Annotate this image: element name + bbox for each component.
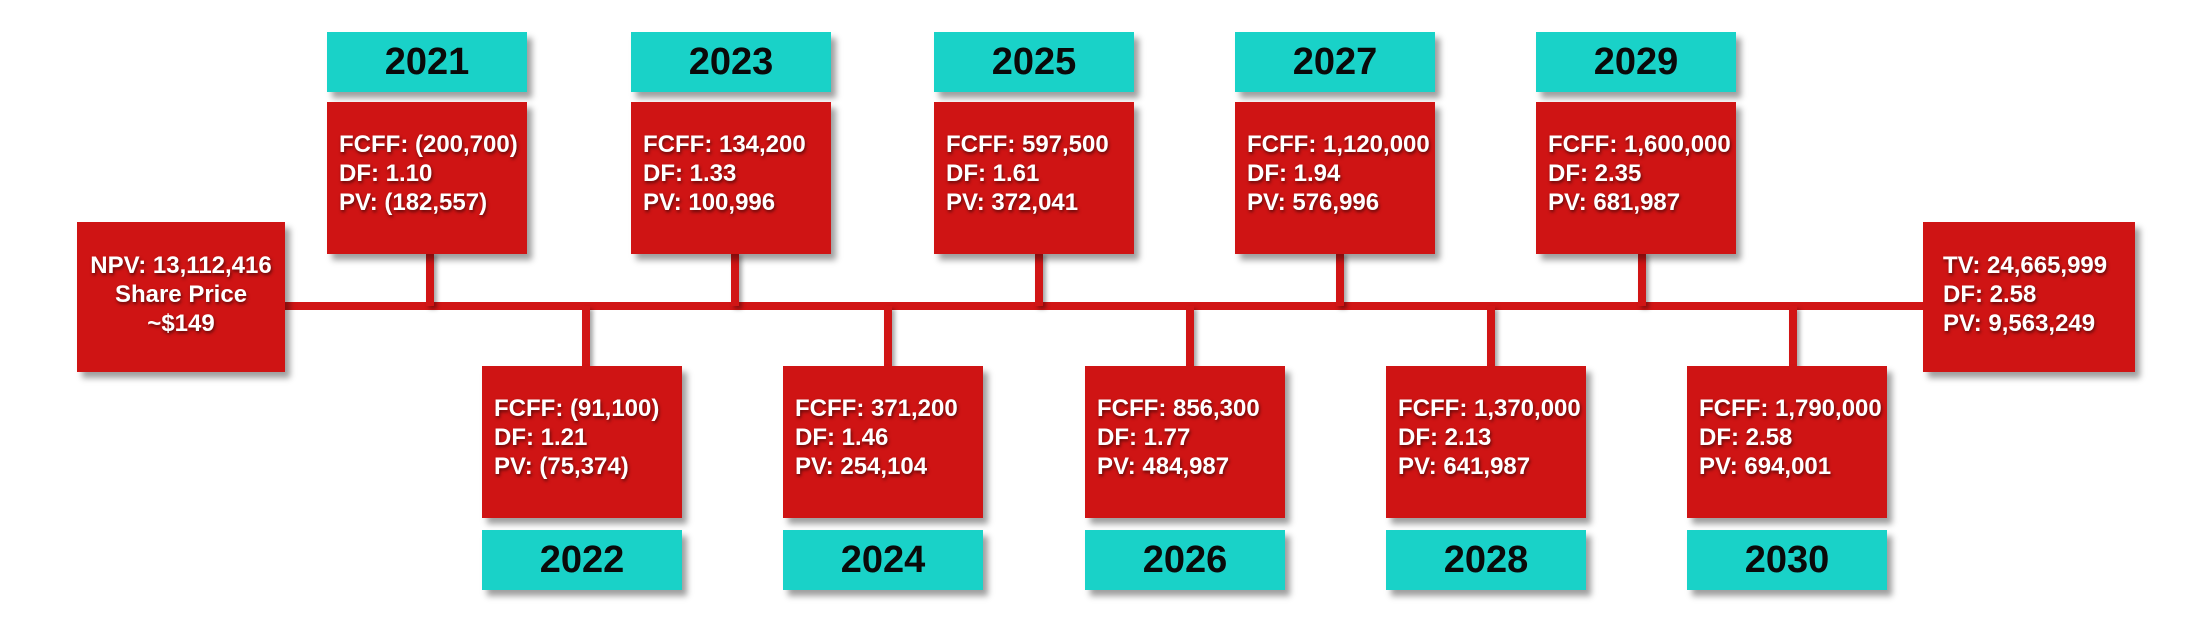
fcff-2022: FCFF: (91,100) [494,395,660,422]
df-2030: DF: 2.58 [1699,424,1793,451]
value-box-2027: FCFF: 1,120,000 DF: 1.94 PV: 576,996 [1235,102,1435,254]
value-box-2030: FCFF: 1,790,000 DF: 2.58 PV: 694,001 [1687,366,1887,518]
fcff-2029: FCFF: 1,600,000 [1548,131,1731,158]
fcff-2030: FCFF: 1,790,000 [1699,395,1882,422]
pv-2021: PV: (182,557) [339,189,488,216]
year-label-2027: 2027 [1235,32,1435,92]
connector-2028 [1487,306,1495,368]
pv-2025: PV: 372,041 [946,189,1079,216]
terminal-df: DF: 2.58 [1943,281,2037,308]
df-2029: DF: 2.35 [1548,160,1642,187]
pv-2027: PV: 576,996 [1247,189,1380,216]
df-2023: DF: 1.33 [643,160,737,187]
year-label-2026: 2026 [1085,530,1285,590]
connector-2025 [1035,252,1043,306]
fcff-2021: FCFF: (200,700) [339,131,518,158]
share-price-label: Share Price [114,281,248,308]
connector-2024 [884,306,892,368]
connector-2030 [1789,306,1797,368]
fcff-2028: FCFF: 1,370,000 [1398,395,1581,422]
npv-box: NPV: 13,112,416 Share Price ~$149 [77,222,285,372]
pv-2028: PV: 641,987 [1398,453,1531,480]
fcff-2024: FCFF: 371,200 [795,395,958,422]
value-box-2024: FCFF: 371,200 DF: 1.46 PV: 254,104 [783,366,983,518]
year-label-2025: 2025 [934,32,1134,92]
timeline-axis [280,302,1930,310]
fcff-2023: FCFF: 134,200 [643,131,806,158]
connector-2029 [1638,252,1646,306]
value-box-2025: FCFF: 597,500 DF: 1.61 PV: 372,041 [934,102,1134,254]
connector-2021 [426,252,434,306]
connector-2022 [582,306,590,368]
connector-2023 [731,252,739,306]
df-2028: DF: 2.13 [1398,424,1492,451]
year-label-2023: 2023 [631,32,831,92]
year-label-2021: 2021 [327,32,527,92]
connector-2027 [1336,252,1344,306]
value-box-2029: FCFF: 1,600,000 DF: 2.35 PV: 681,987 [1536,102,1736,254]
pv-2022: PV: (75,374) [494,453,629,480]
terminal-pv: PV: 9,563,249 [1943,310,2096,337]
value-box-2023: FCFF: 134,200 DF: 1.33 PV: 100,996 [631,102,831,254]
fcff-2026: FCFF: 856,300 [1097,395,1260,422]
pv-2030: PV: 694,001 [1699,453,1832,480]
pv-2029: PV: 681,987 [1548,189,1681,216]
df-2022: DF: 1.21 [494,424,588,451]
value-box-2026: FCFF: 856,300 DF: 1.77 PV: 484,987 [1085,366,1285,518]
pv-2026: PV: 484,987 [1097,453,1230,480]
df-2024: DF: 1.46 [795,424,889,451]
npv-value: NPV: 13,112,416 [90,252,272,279]
df-2026: DF: 1.77 [1097,424,1191,451]
share-price-value: ~$149 [147,310,215,337]
year-label-2030: 2030 [1687,530,1887,590]
df-2025: DF: 1.61 [946,160,1040,187]
pv-2023: PV: 100,996 [643,189,776,216]
terminal-value: TV: 24,665,999 [1943,252,2108,279]
value-box-2022: FCFF: (91,100) DF: 1.21 PV: (75,374) [482,366,682,518]
value-box-2021: FCFF: (200,700) DF: 1.10 PV: (182,557) [327,102,527,254]
year-label-2022: 2022 [482,530,682,590]
pv-2024: PV: 254,104 [795,453,928,480]
year-label-2029: 2029 [1536,32,1736,92]
terminal-value-box: TV: 24,665,999 DF: 2.58 PV: 9,563,249 [1923,222,2135,372]
df-2021: DF: 1.10 [339,160,433,187]
connector-2026 [1186,306,1194,368]
fcff-2025: FCFF: 597,500 [946,131,1109,158]
fcff-2027: FCFF: 1,120,000 [1247,131,1430,158]
value-box-2028: FCFF: 1,370,000 DF: 2.13 PV: 641,987 [1386,366,1586,518]
df-2027: DF: 1.94 [1247,160,1341,187]
year-label-2024: 2024 [783,530,983,590]
year-label-2028: 2028 [1386,530,1586,590]
